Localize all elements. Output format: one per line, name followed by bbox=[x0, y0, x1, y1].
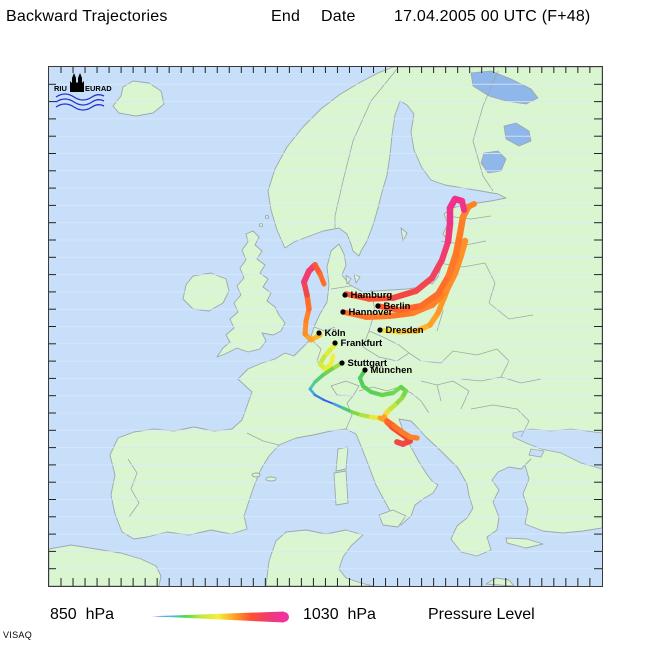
trajectories bbox=[301, 195, 477, 447]
city-label: Köln bbox=[325, 328, 346, 339]
cathedral-icon bbox=[70, 73, 84, 92]
end-label: End bbox=[271, 8, 301, 25]
city-dot bbox=[340, 309, 346, 315]
city-hamburg: Hamburg bbox=[342, 290, 392, 301]
city-label: Dresden bbox=[386, 325, 424, 336]
trajectory-kln bbox=[301, 262, 327, 343]
city-dot bbox=[342, 292, 348, 298]
city-kln: Köln bbox=[316, 328, 346, 339]
city-mnchen: München bbox=[362, 365, 412, 376]
end-datetime: 17.04.2005 00 UTC (F+48) bbox=[394, 8, 591, 25]
trajectory-map: Hamburg Berlin Hannover Dresden Köln Frankfur… bbox=[48, 66, 603, 587]
trajectory-stuttgart bbox=[308, 360, 420, 441]
wave-icon bbox=[55, 93, 105, 101]
logo-right-text: EURAD bbox=[85, 84, 112, 93]
city-frankfurt: Frankfurt bbox=[332, 338, 383, 349]
pressure-gradient-bar bbox=[152, 610, 292, 624]
city-hannover: Hannover bbox=[340, 307, 393, 318]
city-dot bbox=[375, 303, 381, 309]
legend-min-pressure: 850 hPa bbox=[50, 606, 115, 623]
legend-max-pressure: 1030 hPa bbox=[303, 606, 376, 623]
city-dresden: Dresden bbox=[377, 325, 424, 336]
trajectory-hamburg bbox=[343, 195, 467, 302]
page-title: Backward Trajectories bbox=[6, 8, 168, 25]
trajectory-berlin bbox=[375, 201, 477, 313]
city-berlin: Berlin bbox=[375, 301, 411, 312]
date-label: Date bbox=[321, 8, 356, 25]
watermark: VISAQ bbox=[3, 630, 33, 640]
wave-icon bbox=[55, 103, 105, 111]
city-dot bbox=[332, 340, 338, 346]
legend-title: Pressure Level bbox=[428, 606, 535, 623]
logo-left-text: RIU bbox=[54, 84, 67, 93]
wave-icon bbox=[55, 98, 105, 106]
pressure-gradient-svg bbox=[152, 611, 289, 623]
city-stuttgart: Stuttgart bbox=[339, 358, 388, 369]
graticule bbox=[49, 83, 602, 570]
city-dot bbox=[339, 360, 345, 366]
city-label: Stuttgart bbox=[348, 358, 388, 369]
riu-eurad-logo: RIU EURAD bbox=[54, 73, 112, 111]
city-label: Frankfurt bbox=[341, 338, 384, 349]
city-dot bbox=[377, 327, 383, 333]
city-label: Hamburg bbox=[351, 290, 393, 301]
lakes bbox=[470, 70, 602, 470]
frame-ticks bbox=[49, 67, 602, 586]
city-dot bbox=[316, 330, 322, 336]
city-label: Hannover bbox=[349, 307, 393, 318]
landmasses bbox=[49, 67, 602, 586]
city-dot bbox=[362, 367, 368, 373]
city-label: München bbox=[371, 365, 413, 376]
city-label: Berlin bbox=[384, 301, 411, 312]
trajectory-hannover bbox=[340, 237, 469, 320]
